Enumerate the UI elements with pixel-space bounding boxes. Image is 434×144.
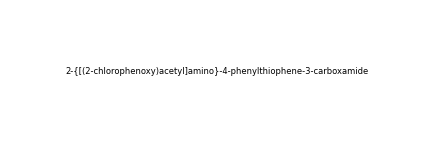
Text: 2-{[(2-chlorophenoxy)acetyl]amino}-4-phenylthiophene-3-carboxamide: 2-{[(2-chlorophenoxy)acetyl]amino}-4-phe… xyxy=(66,68,368,76)
